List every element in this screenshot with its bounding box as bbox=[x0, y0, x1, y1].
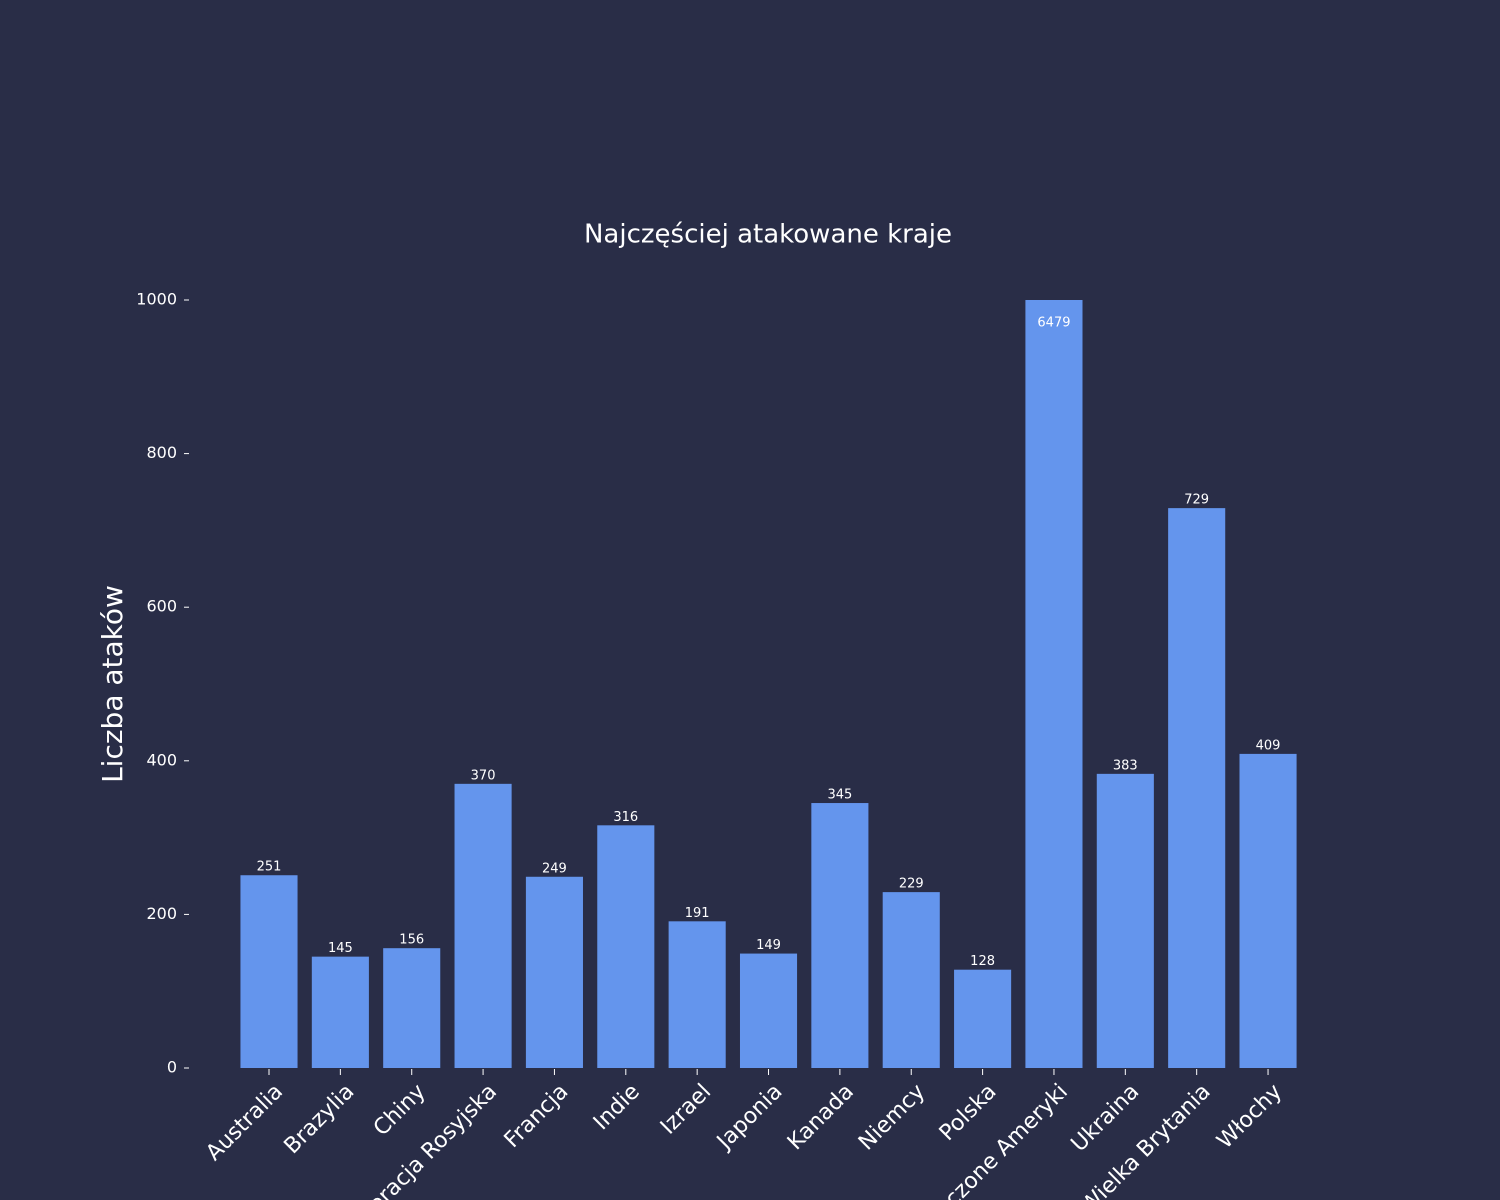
value-label: 316 bbox=[613, 810, 638, 825]
bar bbox=[454, 783, 512, 1068]
bar bbox=[383, 948, 441, 1068]
y-tick-label: 200 bbox=[146, 904, 177, 923]
x-tick-label: Francja bbox=[500, 1079, 574, 1153]
value-label: 149 bbox=[756, 938, 781, 953]
bar bbox=[1239, 753, 1297, 1068]
bar bbox=[1025, 300, 1083, 1068]
x-tick-label: Brazylia bbox=[280, 1079, 360, 1159]
y-tick-label: 400 bbox=[146, 750, 177, 769]
value-label: 191 bbox=[685, 906, 710, 921]
y-tick-label: 800 bbox=[146, 443, 177, 462]
bar bbox=[1168, 508, 1226, 1068]
bar bbox=[525, 876, 583, 1068]
bar bbox=[882, 892, 940, 1068]
bar bbox=[1096, 773, 1154, 1068]
y-tick-label: 600 bbox=[146, 597, 177, 616]
x-tick-label: Japonia bbox=[711, 1079, 787, 1155]
x-tick-label: Australia bbox=[201, 1079, 287, 1165]
value-label: 729 bbox=[1184, 493, 1209, 508]
value-label: 383 bbox=[1113, 758, 1138, 773]
bar bbox=[311, 956, 369, 1068]
value-label: 249 bbox=[542, 861, 567, 876]
bar bbox=[811, 803, 869, 1068]
value-label: 370 bbox=[471, 768, 496, 783]
bar bbox=[240, 875, 298, 1068]
value-label: 229 bbox=[899, 877, 924, 892]
x-tick-label: Polska bbox=[935, 1079, 1002, 1146]
value-label: 128 bbox=[970, 954, 995, 969]
x-tick-label: Indie bbox=[589, 1079, 645, 1135]
y-tick-label: 1000 bbox=[136, 290, 177, 309]
x-tick-label: Niemcy bbox=[854, 1079, 930, 1155]
x-tick-label: Kanada bbox=[783, 1079, 859, 1155]
plot-area bbox=[240, 300, 1297, 1068]
x-tick-label: Chiny bbox=[369, 1079, 431, 1141]
value-label: 6479 bbox=[1037, 316, 1070, 331]
value-label: 156 bbox=[399, 933, 424, 948]
bar bbox=[954, 969, 1012, 1068]
x-tick-label: Izrael bbox=[656, 1079, 716, 1139]
y-axis-label: Liczba ataków bbox=[96, 585, 129, 783]
bar bbox=[597, 825, 655, 1068]
bar bbox=[739, 953, 798, 1068]
value-label: 345 bbox=[827, 788, 852, 803]
value-label: 409 bbox=[1256, 738, 1281, 753]
x-tick-label: Włochy bbox=[1212, 1079, 1287, 1154]
y-tick-label: 0 bbox=[167, 1058, 177, 1077]
bar bbox=[668, 921, 726, 1068]
value-label: 145 bbox=[328, 941, 353, 956]
chart-title: Najczęściej atakowane kraje bbox=[584, 220, 952, 250]
value-label: 251 bbox=[257, 860, 282, 875]
